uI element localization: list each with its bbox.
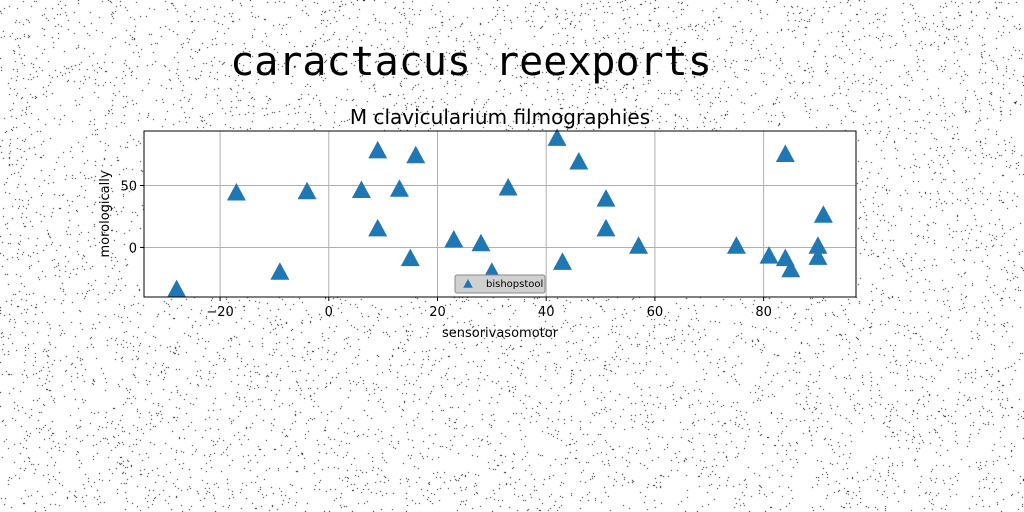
x-tick-label: −20 <box>206 305 233 320</box>
plot-area <box>144 131 856 297</box>
data-points <box>167 128 833 298</box>
data-point-triangle <box>808 247 828 265</box>
data-point-triangle <box>167 279 187 298</box>
data-point-triangle <box>629 236 649 254</box>
data-point-triangle <box>781 259 801 278</box>
data-point-triangle <box>297 181 317 200</box>
x-axis-ticks: −20 0 20 40 60 80 <box>206 297 772 320</box>
page-heading: caractacus reexports <box>230 39 712 85</box>
data-point-triangle <box>726 236 746 254</box>
data-point-triangle <box>547 128 567 146</box>
data-point-triangle <box>389 179 409 197</box>
data-point-triangle <box>351 180 371 198</box>
y-axis-ticks: 0 50 <box>120 180 144 256</box>
data-point-triangle <box>596 189 616 207</box>
legend-marker-triangle-icon <box>463 279 473 288</box>
data-point-triangle <box>553 252 573 270</box>
x-axis-label: sensorivasomotor <box>442 326 559 341</box>
legend: bishopstool <box>454 274 546 294</box>
x-tick-label: 20 <box>429 305 446 320</box>
data-point-triangle <box>569 151 589 170</box>
data-point-triangle <box>813 205 833 223</box>
x-tick-label: 40 <box>538 305 555 320</box>
legend-box <box>454 274 546 294</box>
data-point-triangle <box>270 262 290 280</box>
data-point-triangle <box>400 248 420 267</box>
x-tick-label: 60 <box>647 305 664 320</box>
y-axis-label: morologically <box>98 170 113 257</box>
chart-title: M clavicularium filmographies <box>350 105 650 129</box>
data-point-triangle <box>808 236 828 254</box>
legend-label: bishopstool <box>486 279 543 290</box>
data-point-triangle <box>759 246 779 264</box>
y-tick-label: 50 <box>120 180 137 195</box>
plot-frame <box>143 130 857 298</box>
data-point-triangle <box>368 140 388 159</box>
data-point-triangle <box>406 145 426 164</box>
data-point-triangle <box>775 144 795 163</box>
data-point-triangle <box>471 233 491 252</box>
x-tick-label: 0 <box>325 305 333 320</box>
data-point-triangle <box>444 230 464 248</box>
data-point-triangle <box>596 218 616 237</box>
data-point-triangle <box>368 218 388 237</box>
data-point-triangle <box>498 177 518 196</box>
y-tick-label: 0 <box>129 241 137 256</box>
x-tick-label: 80 <box>755 305 772 320</box>
data-point-triangle <box>226 182 246 201</box>
